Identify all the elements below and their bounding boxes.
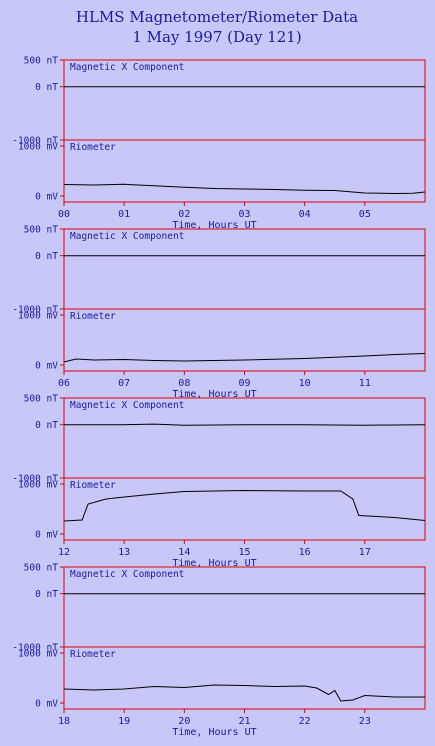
x-axis-label: Time, Hours UT — [172, 220, 256, 231]
rio-frame — [63, 308, 426, 372]
mag-tick-label: 500 nT — [24, 56, 59, 67]
rio-series-label: Riometer — [70, 311, 116, 322]
x-tick-label: 01 — [118, 209, 130, 220]
mag-tick-label: -1000 nT — [12, 305, 58, 316]
rio-tick-label: 0 mV — [35, 361, 58, 372]
rio-frame — [63, 646, 426, 710]
x-tick-label: 21 — [238, 716, 250, 727]
x-tick-label: 06 — [58, 378, 70, 389]
x-tick-label: 10 — [299, 378, 311, 389]
mag-tick-label: 0 nT — [35, 589, 58, 600]
rio-tick-label: 0 mV — [35, 530, 58, 541]
x-tick-label: 20 — [178, 716, 190, 727]
x-tick-label: 09 — [238, 378, 250, 389]
rio-series-label: Riometer — [70, 480, 116, 491]
x-tick-label: 22 — [299, 716, 311, 727]
mag-series-label: Magnetic X Component — [70, 400, 184, 411]
rio-tick-label: 1000 mV — [18, 649, 58, 660]
x-tick-label: 19 — [118, 716, 130, 727]
mag-series-label: Magnetic X Component — [70, 569, 184, 580]
x-tick-label: 08 — [178, 378, 190, 389]
mag-tick-label: 500 nT — [24, 394, 59, 405]
x-tick-label: 05 — [359, 209, 371, 220]
mag-tick-label: 0 nT — [35, 251, 58, 262]
x-tick-label: 16 — [299, 547, 311, 558]
x-tick-label: 23 — [359, 716, 371, 727]
mag-series-label: Magnetic X Component — [70, 231, 184, 242]
rio-tick-label: 1000 mV — [18, 142, 58, 153]
x-tick-label: 07 — [118, 378, 130, 389]
chart-title: HLMS Magnetometer/Riometer Data — [76, 8, 358, 26]
mag-trace — [64, 423, 426, 426]
rio-frame — [63, 477, 426, 541]
x-axis-label: Time, Hours UT — [172, 727, 256, 738]
mag-tick-label: -1000 nT — [12, 136, 58, 147]
rio-tick-label: 1000 mV — [18, 311, 58, 322]
rio-trace — [63, 489, 426, 522]
mag-series-label: Magnetic X Component — [70, 62, 184, 73]
x-tick-label: 15 — [238, 547, 250, 558]
x-tick-label: 02 — [178, 209, 190, 220]
rio-trace — [63, 684, 425, 702]
x-tick-label: 00 — [58, 209, 70, 220]
x-tick-label: 17 — [359, 547, 371, 558]
x-tick-label: 04 — [299, 209, 311, 220]
x-tick-label: 14 — [178, 547, 190, 558]
rio-tick-label: 0 mV — [35, 699, 58, 710]
x-tick-label: 13 — [118, 547, 130, 558]
chart-subtitle: 1 May 1997 (Day 121) — [132, 28, 301, 46]
panel-group: 500 nT 0 nT -1000 nT Magnetic X Component 10… — [12, 56, 426, 738]
mag-tick-label: 500 nT — [24, 225, 59, 236]
rio-trace — [63, 353, 426, 363]
x-axis-label: Time, Hours UT — [172, 389, 256, 400]
mag-tick-label: -1000 nT — [12, 643, 58, 654]
x-axis-label: Time, Hours UT — [172, 558, 256, 569]
mag-tick-label: 0 nT — [35, 420, 58, 431]
rio-tick-label: 1000 mV — [18, 480, 58, 491]
mag-tick-label: 500 nT — [24, 563, 59, 574]
mag-tick-label: 0 nT — [35, 82, 58, 93]
rio-tick-label: 0 mV — [35, 192, 58, 203]
rio-series-label: Riometer — [70, 142, 116, 153]
rio-series-label: Riometer — [70, 649, 116, 660]
x-tick-label: 18 — [58, 716, 70, 727]
mag-tick-label: -1000 nT — [12, 474, 58, 485]
x-tick-label: 03 — [238, 209, 250, 220]
rio-trace — [63, 183, 426, 195]
x-tick-label: 12 — [58, 547, 70, 558]
x-tick-label: 11 — [359, 378, 371, 389]
